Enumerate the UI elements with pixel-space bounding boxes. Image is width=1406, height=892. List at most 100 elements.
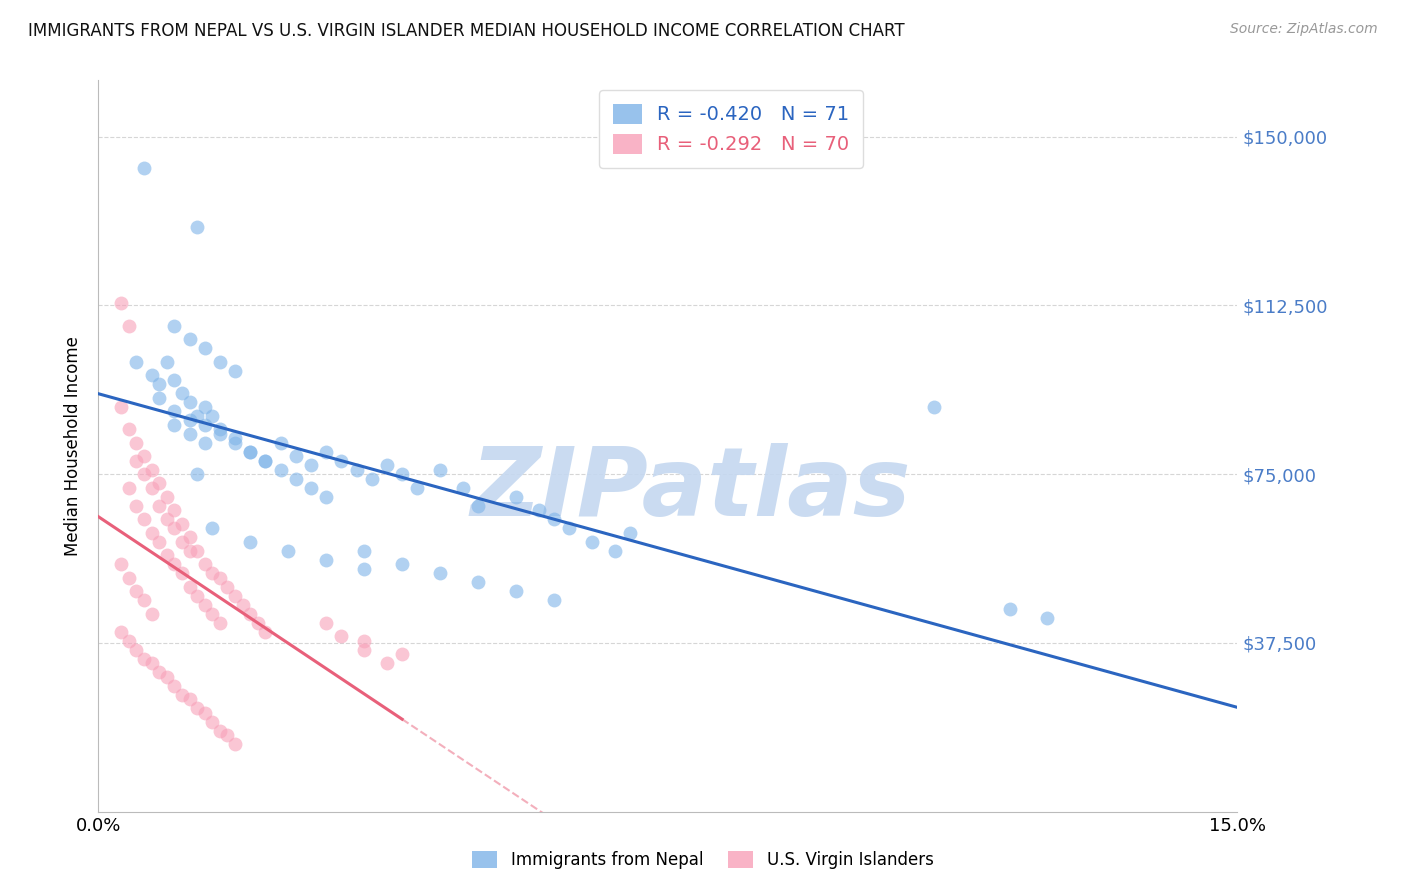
Point xyxy=(581,534,603,549)
Point xyxy=(186,543,208,558)
Point xyxy=(254,624,277,639)
Point xyxy=(179,692,201,706)
Point xyxy=(208,723,231,738)
Point xyxy=(118,633,141,648)
Point xyxy=(118,422,141,436)
Point xyxy=(194,341,217,355)
Point xyxy=(391,647,413,661)
Point xyxy=(603,543,626,558)
Point xyxy=(375,656,398,670)
Point xyxy=(284,449,307,463)
Point xyxy=(277,543,299,558)
Point xyxy=(224,737,246,751)
Point xyxy=(270,462,292,476)
Point xyxy=(239,534,262,549)
Point xyxy=(148,534,170,549)
Point xyxy=(505,490,527,504)
Point xyxy=(110,557,132,571)
Point xyxy=(315,444,337,458)
Point xyxy=(156,490,179,504)
Point xyxy=(141,656,163,670)
Point xyxy=(170,534,193,549)
Point xyxy=(186,409,208,423)
Point xyxy=(170,566,193,581)
Point xyxy=(201,714,224,729)
Point xyxy=(132,467,155,482)
Text: IMMIGRANTS FROM NEPAL VS U.S. VIRGIN ISLANDER MEDIAN HOUSEHOLD INCOME CORRELATIO: IMMIGRANTS FROM NEPAL VS U.S. VIRGIN ISL… xyxy=(28,22,904,40)
Point xyxy=(156,354,179,368)
Point xyxy=(217,580,239,594)
Legend: Immigrants from Nepal, U.S. Virgin Islanders: Immigrants from Nepal, U.S. Virgin Islan… xyxy=(463,841,943,880)
Point xyxy=(558,521,581,535)
Point xyxy=(132,512,155,526)
Point xyxy=(429,462,451,476)
Point xyxy=(110,400,132,414)
Point xyxy=(194,435,217,450)
Point xyxy=(110,296,132,310)
Point xyxy=(179,426,201,441)
Point xyxy=(156,548,179,562)
Point xyxy=(201,409,224,423)
Point xyxy=(125,642,148,657)
Point xyxy=(132,449,155,463)
Point xyxy=(125,584,148,599)
Point xyxy=(353,642,375,657)
Point xyxy=(239,607,262,621)
Point xyxy=(141,525,163,540)
Point xyxy=(224,431,246,445)
Point xyxy=(132,593,155,607)
Point xyxy=(141,481,163,495)
Point xyxy=(118,571,141,585)
Point xyxy=(543,593,565,607)
Point xyxy=(118,481,141,495)
Point xyxy=(208,571,231,585)
Point xyxy=(217,728,239,742)
Point xyxy=(194,598,217,612)
Text: ZIPatlas: ZIPatlas xyxy=(471,443,911,536)
Point xyxy=(208,354,231,368)
Point xyxy=(148,665,170,680)
Point xyxy=(527,503,550,517)
Point xyxy=(156,512,179,526)
Point xyxy=(163,557,186,571)
Point xyxy=(375,458,398,472)
Point xyxy=(998,602,1021,616)
Point xyxy=(208,426,231,441)
Point xyxy=(132,161,155,175)
Point xyxy=(201,566,224,581)
Point xyxy=(194,417,217,432)
Point xyxy=(163,404,186,418)
Point xyxy=(141,368,163,383)
Point xyxy=(391,557,413,571)
Point xyxy=(141,607,163,621)
Point xyxy=(391,467,413,482)
Point xyxy=(543,512,565,526)
Point xyxy=(194,706,217,720)
Point xyxy=(254,453,277,467)
Point xyxy=(330,453,353,467)
Point xyxy=(353,633,375,648)
Point xyxy=(163,373,186,387)
Point xyxy=(163,318,186,333)
Point xyxy=(619,525,641,540)
Point xyxy=(467,499,489,513)
Point xyxy=(208,422,231,436)
Point xyxy=(179,530,201,544)
Point xyxy=(163,679,186,693)
Y-axis label: Median Household Income: Median Household Income xyxy=(65,336,83,556)
Point xyxy=(239,444,262,458)
Point xyxy=(179,395,201,409)
Point xyxy=(467,575,489,590)
Point xyxy=(179,543,201,558)
Text: Source: ZipAtlas.com: Source: ZipAtlas.com xyxy=(1230,22,1378,37)
Point xyxy=(315,490,337,504)
Point xyxy=(132,651,155,665)
Point xyxy=(125,354,148,368)
Point xyxy=(186,701,208,715)
Point xyxy=(201,607,224,621)
Point xyxy=(163,521,186,535)
Point xyxy=(141,462,163,476)
Point xyxy=(224,363,246,377)
Point xyxy=(148,499,170,513)
Point xyxy=(330,629,353,643)
